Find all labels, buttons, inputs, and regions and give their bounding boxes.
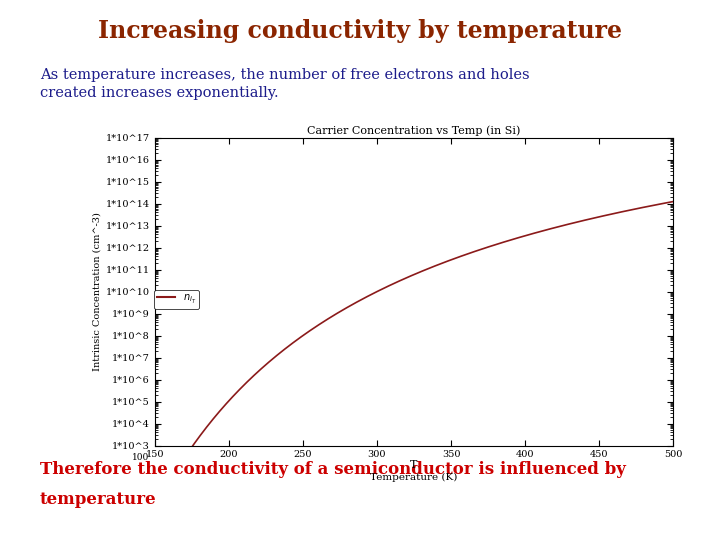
Text: 100: 100 bbox=[132, 453, 150, 462]
Legend: $n_{i_T}$: $n_{i_T}$ bbox=[155, 290, 199, 309]
Text: Temperature (K): Temperature (K) bbox=[370, 472, 458, 482]
Text: Increasing conductivity by temperature: Increasing conductivity by temperature bbox=[98, 19, 622, 43]
Text: T: T bbox=[410, 460, 418, 470]
Text: Therefore the conductivity of a semiconductor is influenced by: Therefore the conductivity of a semicond… bbox=[40, 461, 626, 478]
Y-axis label: Intrinsic Concentration (cm^-3): Intrinsic Concentration (cm^-3) bbox=[93, 212, 102, 371]
Text: temperature: temperature bbox=[40, 491, 156, 508]
Title: Carrier Concentration vs Temp (in Si): Carrier Concentration vs Temp (in Si) bbox=[307, 125, 521, 136]
Text: created increases exponentially.: created increases exponentially. bbox=[40, 86, 278, 100]
Text: As temperature increases, the number of free electrons and holes: As temperature increases, the number of … bbox=[40, 68, 529, 82]
